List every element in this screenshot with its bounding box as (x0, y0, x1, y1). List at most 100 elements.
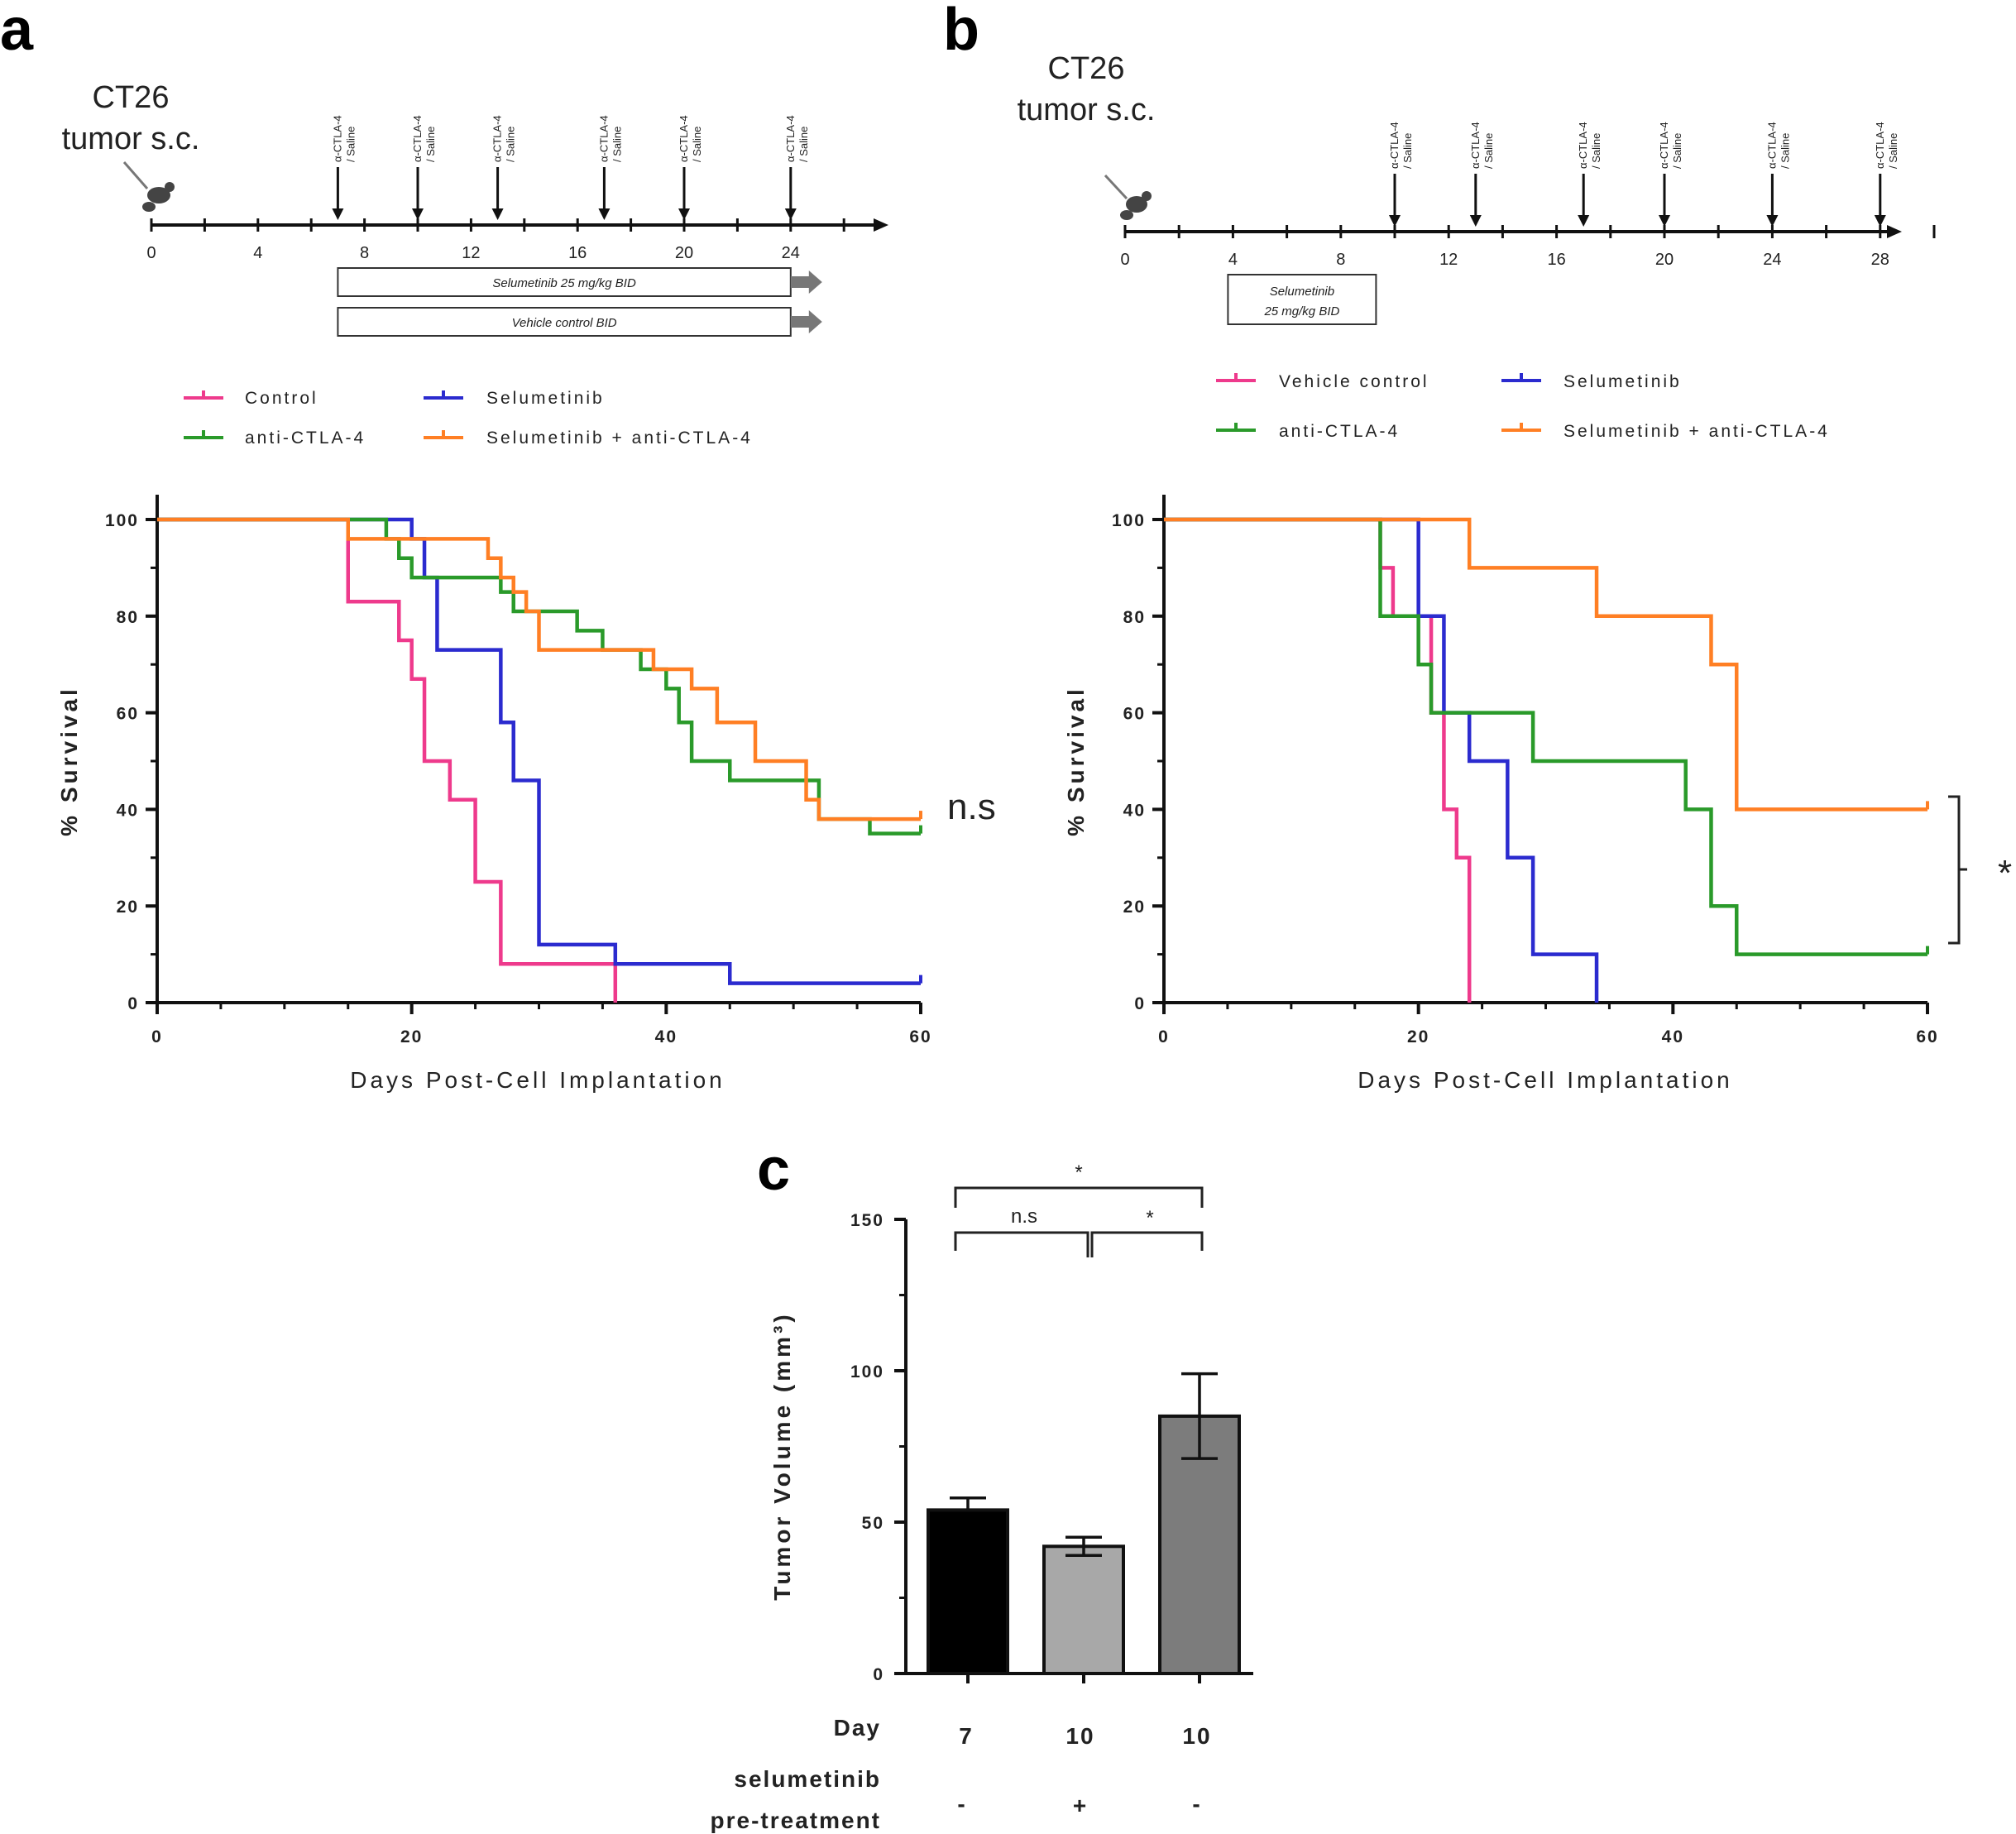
y-tick-label: 80 (1123, 608, 1146, 627)
timeline-tick-label: 24 (782, 244, 800, 262)
legend-item-anti-ctla4: anti-CTLA-4 (184, 429, 363, 448)
dose-label: α-CTLA-4 (597, 115, 610, 162)
dose-label-sub: / Saline (344, 127, 357, 162)
dose-label: α-CTLA-4 (331, 115, 343, 162)
y-tick-label: 60 (117, 705, 139, 724)
timeline-arrow-head (874, 218, 888, 232)
dose-arrow-head (1766, 215, 1779, 227)
timeline-tick-label: 8 (1336, 251, 1345, 269)
timeline-tick-label: 28 (1871, 251, 1889, 269)
dose-arrow-head (491, 208, 504, 220)
legend-item-combo: Selumetinib + anti-CTLA-4 (1501, 422, 1830, 441)
panel-c-condition-table: Day 7 10 10 selumetinib pre-treatment - … (711, 1715, 1210, 1833)
legend-item-selumetinib: Selumetinib (1501, 372, 1679, 391)
dose-label-sub: / Saline (691, 127, 703, 162)
pretreatment-value-2: + (1073, 1793, 1088, 1818)
dose-label-sub: / Saline (1590, 133, 1602, 169)
legend-item-selumetinib: Selumetinib (424, 389, 605, 408)
timeline-tick-label: 20 (1655, 251, 1674, 269)
bracket-day7-vs-day10-pretreated (954, 1231, 1089, 1257)
dose-label: α-CTLA-4 (1765, 122, 1778, 169)
treatment-box-label-2: 25 mg/kg BID (1263, 304, 1339, 318)
dose-arrow-head (678, 208, 690, 220)
panel-b-letter: b (943, 0, 979, 63)
timeline-arrow-head (1887, 225, 1902, 238)
timeline-tick-label: 12 (462, 244, 480, 262)
panel-a-significance: n.s (947, 787, 996, 827)
timeline-tick-label: 12 (1439, 251, 1458, 269)
row-label-day: Day (834, 1715, 881, 1741)
y-tick-label: 20 (1123, 898, 1146, 917)
panel-b-ylabel: % Survival (1063, 686, 1089, 836)
dose-label: α-CTLA-4 (491, 115, 504, 162)
day-value-2: 10 (1065, 1723, 1094, 1749)
y-tick-label: 80 (117, 608, 139, 627)
dose-label: α-CTLA-4 (411, 115, 424, 162)
dose-label-sub: / Saline (611, 127, 623, 162)
y-tick-label: 40 (1123, 801, 1146, 820)
panel-a-timeline-title-2: tumor s.c. (62, 122, 200, 156)
mouse-syringe-icon (1104, 174, 1152, 220)
dose-label-sub: / Saline (1482, 133, 1495, 169)
dose-label: α-CTLA-4 (1874, 122, 1886, 169)
survival-curve-selumetinib (157, 517, 921, 985)
panel-b-significance: * (1998, 853, 2012, 893)
legend-label-anti-ctla4: anti-CTLA-4 (1279, 422, 1400, 441)
dose-label: α-CTLA-4 (678, 115, 690, 162)
dose-arrow-head (332, 208, 344, 220)
panel-a-timeline: 0 4 8 12 16 20 24α-CTLA-4/ Saline α-CTLA-4/ Sal… (146, 115, 888, 337)
y-tick-label: 0 (1134, 994, 1146, 1013)
y-tick-label: 60 (1123, 705, 1146, 724)
timeline-tick-label: 16 (568, 244, 587, 262)
panel-b-xlabel: Days Post-Cell Implantation (1358, 1067, 1732, 1093)
row-label-selumetinib: selumetinib (734, 1766, 881, 1792)
treatment-box (1227, 274, 1377, 325)
legend-label-vehicle-control: Vehicle control (1279, 372, 1429, 391)
timeline-tick-label: 24 (1763, 251, 1781, 269)
legend-item-control: Control (184, 389, 316, 408)
dose-label-sub: / Saline (1779, 133, 1791, 169)
treatment-box-label: Selumetinib (1270, 285, 1334, 299)
dose-arrow-head (1874, 215, 1886, 227)
survival-curve-selumetinib-anti-ctla-4 (1164, 517, 1927, 812)
timeline-tick-label: 4 (253, 244, 262, 262)
y-tick-label: 100 (105, 511, 139, 530)
dose-arrow-head (1659, 215, 1670, 227)
legend-item-combo: Selumetinib + anti-CTLA-4 (424, 429, 750, 448)
legend-label-combo: Selumetinib + anti-CTLA-4 (1563, 422, 1830, 441)
legend-label-selumetinib: Selumetinib (486, 389, 605, 408)
dose-label-sub: / Saline (1887, 133, 1899, 169)
bracket-day7-vs-day10-untreated (954, 1186, 1204, 1208)
y-tick-label: 150 (850, 1211, 884, 1230)
survival-curve-control (157, 517, 618, 1003)
panel-c-significance-brackets: * n.s * (954, 1161, 1204, 1257)
panel-b-timeline-title-2: tumor s.c. (1018, 93, 1156, 127)
dose-label-sub: / Saline (505, 127, 517, 162)
x-tick-label: 20 (1407, 1027, 1429, 1046)
timeline-tick-label: 16 (1547, 251, 1565, 269)
survival-curve-vehicle-control (1164, 517, 1472, 1003)
y-tick-label: 20 (117, 898, 139, 917)
timeline-tick-label: 0 (1120, 251, 1129, 269)
y-tick-label: 0 (127, 994, 139, 1013)
panel-a-letter: a (0, 0, 34, 63)
panel-c-ylabel: Tumor Volume (mm³) (769, 1311, 795, 1600)
bracket-top-label: * (1075, 1161, 1082, 1184)
panel-c-letter: c (757, 1137, 790, 1203)
panel-b-timeline: 0 4 8 12 16 20 24 28α-CTLA-4/ Saline α-CTLA-4/ S… (1120, 122, 1936, 325)
bracket-pretreated-vs-untreated (1090, 1231, 1204, 1257)
dose-label: α-CTLA-4 (1658, 122, 1670, 169)
panel-a-legend: Control Selumetinib anti-CTLA-4 Selumeti… (184, 389, 750, 448)
dose-label: α-CTLA-4 (1577, 122, 1589, 169)
x-tick-label: 40 (655, 1027, 678, 1046)
pretreatment-value-1: - (957, 1791, 966, 1817)
x-tick-label: 0 (1158, 1027, 1170, 1046)
y-tick-label: 50 (862, 1514, 884, 1533)
x-tick-label: 40 (1662, 1027, 1684, 1046)
dose-arrow-head (784, 208, 797, 220)
x-tick-label: 60 (1916, 1027, 1938, 1046)
panel-a-ylabel: % Survival (56, 686, 82, 836)
day-value-1: 7 (959, 1723, 974, 1749)
bar-2 (1042, 1544, 1125, 1676)
